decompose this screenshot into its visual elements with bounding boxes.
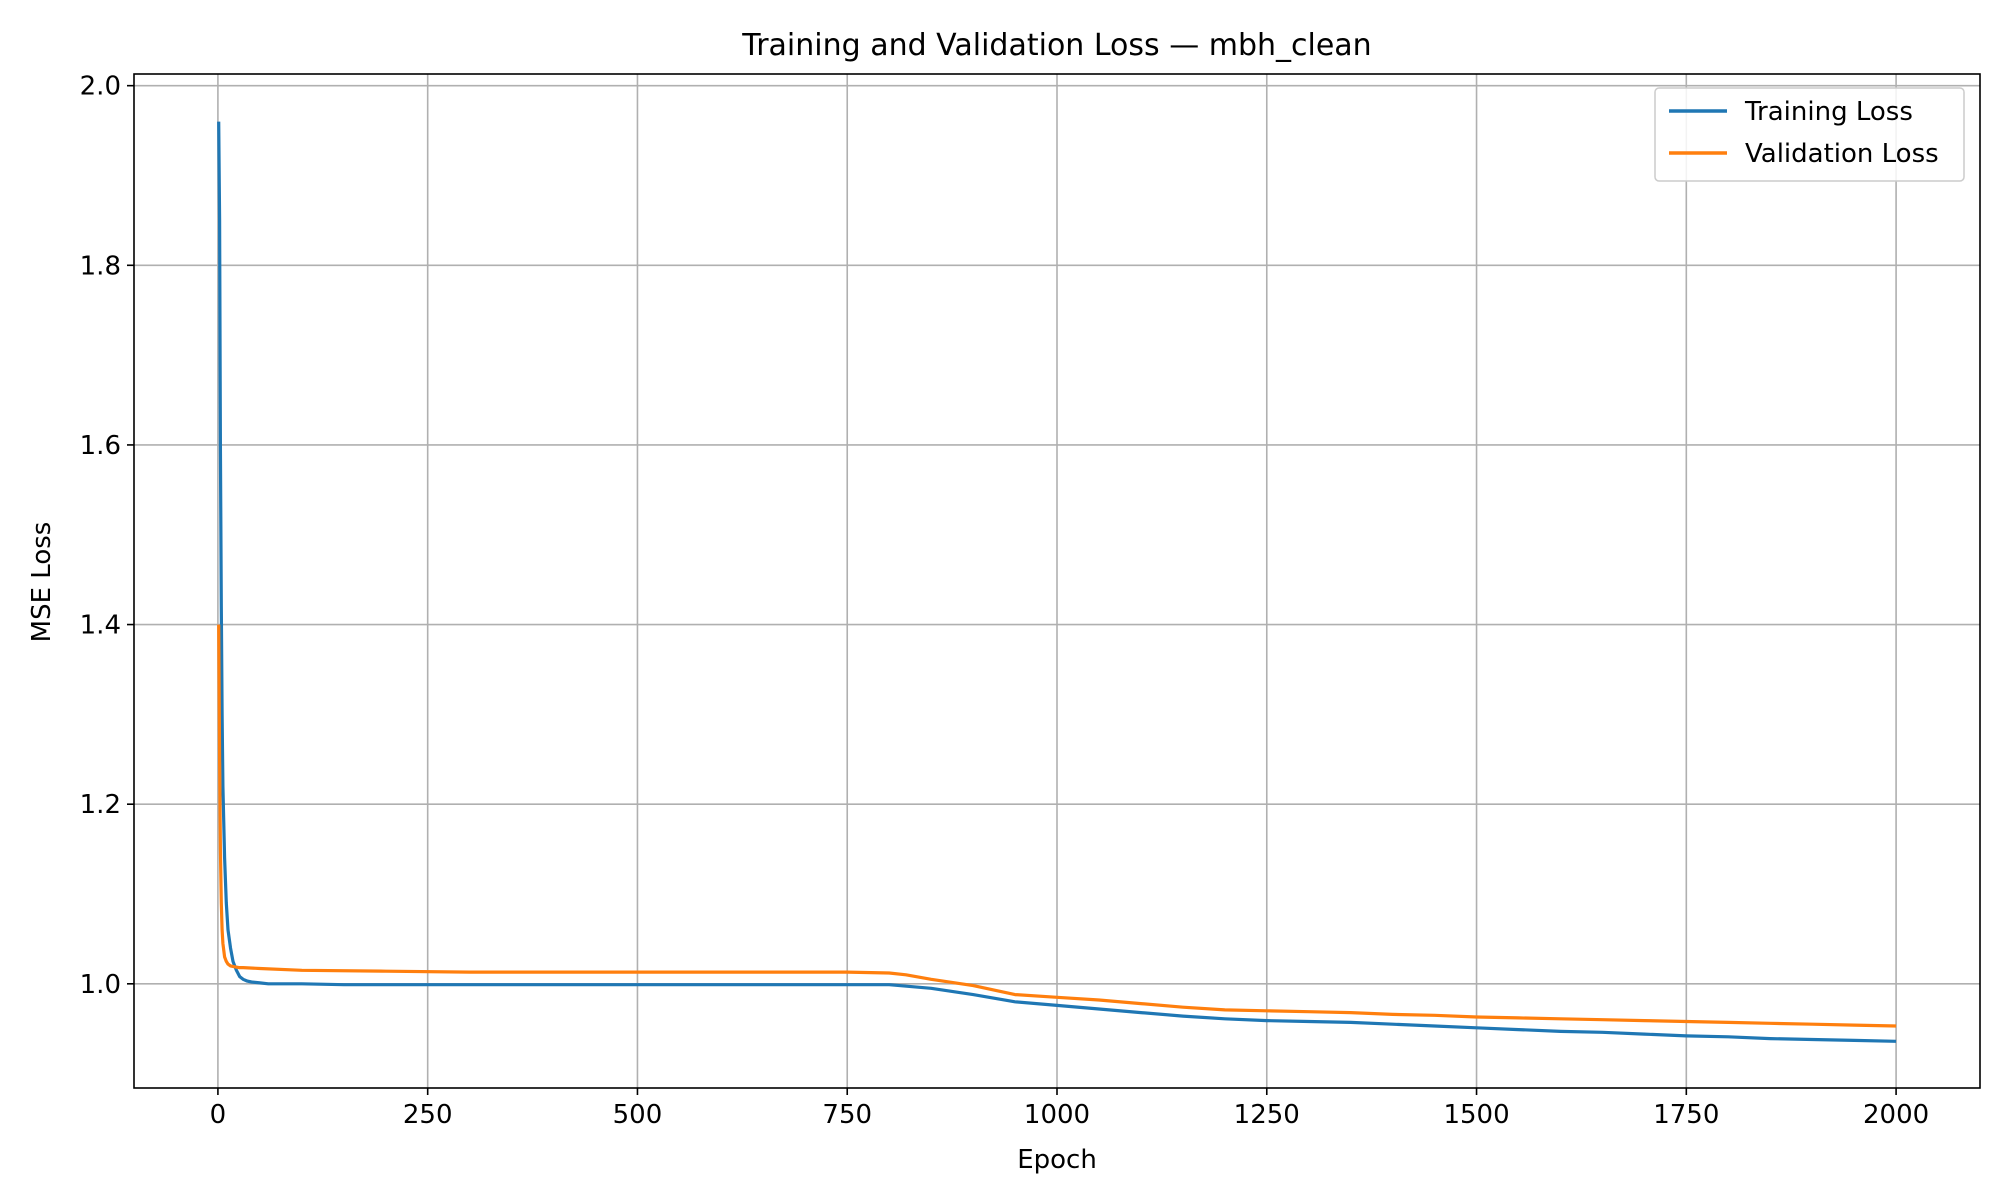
chart-title: Training and Validation Loss — mbh_clean bbox=[741, 28, 1371, 63]
x-tick-label: 500 bbox=[613, 1100, 663, 1130]
x-axis-ticks: 0 250 500 750 1000 1250 1500 1750 2000 bbox=[210, 1088, 1929, 1130]
y-tick-label: 1.4 bbox=[80, 611, 121, 641]
training-loss-line bbox=[217, 121, 1897, 1043]
y-tick-label: 1.8 bbox=[80, 251, 121, 281]
x-tick-label: 750 bbox=[822, 1100, 872, 1130]
legend: Training Loss Validation Loss bbox=[1654, 87, 1965, 182]
x-tick-label: 250 bbox=[403, 1100, 453, 1130]
y-tick-label: 1.6 bbox=[80, 431, 121, 461]
y-tick-label: 1.2 bbox=[80, 790, 121, 820]
y-tick-label: 2.0 bbox=[80, 72, 121, 102]
y-axis-ticks: 1.0 1.2 1.4 1.6 1.8 2.0 bbox=[80, 72, 134, 1000]
x-tick-label: 1750 bbox=[1653, 1100, 1719, 1130]
validation-loss-line bbox=[217, 624, 1897, 1028]
x-tick-label: 1500 bbox=[1443, 1100, 1509, 1130]
legend-box bbox=[1654, 87, 1965, 182]
x-tick-label: 2000 bbox=[1863, 1100, 1929, 1130]
grid-lines bbox=[134, 74, 1980, 1088]
plot-frame bbox=[133, 73, 1981, 1089]
legend-label-validation: Validation Loss bbox=[1745, 139, 1939, 169]
y-tick-label: 1.0 bbox=[80, 970, 121, 1000]
legend-label-training: Training Loss bbox=[1744, 97, 1913, 127]
x-tick-label: 1250 bbox=[1234, 1100, 1300, 1130]
x-axis-label: Epoch bbox=[1017, 1145, 1097, 1175]
x-tick-label: 0 bbox=[210, 1100, 227, 1130]
plot-area bbox=[217, 121, 1897, 1043]
y-axis-label: MSE Loss bbox=[27, 522, 57, 643]
x-tick-label: 1000 bbox=[1024, 1100, 1090, 1130]
